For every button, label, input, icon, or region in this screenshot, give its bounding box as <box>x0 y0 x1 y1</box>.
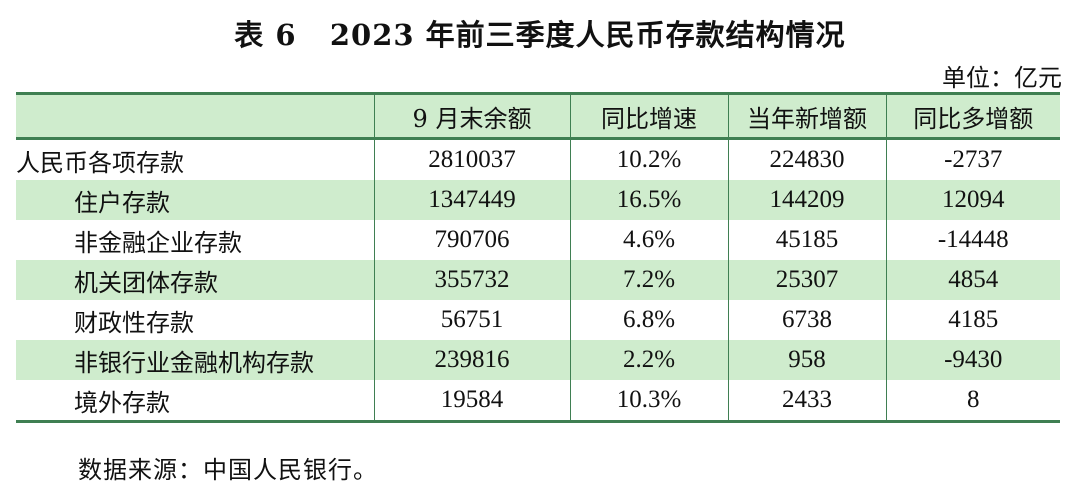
table-row: 财政性存款 56751 6.8% 6738 4185 <box>16 300 1060 340</box>
unit-label: 单位：亿元 <box>942 64 1062 92</box>
table-title: 表 6 2023 年前三季度人民币存款结构情况 <box>0 12 1080 54</box>
header-balance: 9 月末余额 <box>373 93 571 139</box>
cell-yoy-increase: 4185 <box>885 300 1060 340</box>
table-number: 表 6 <box>234 18 297 52</box>
header-new-amount: 当年新增额 <box>727 93 887 139</box>
table-row: 住户存款 1347449 16.5% 144209 12094 <box>16 180 1060 220</box>
cell-yoy-increase: -2737 <box>885 138 1060 180</box>
cell-yoy-growth: 2.2% <box>569 340 729 380</box>
cell-balance: 19584 <box>373 380 571 422</box>
table-header-row: 9 月末余额 同比增速 当年新增额 同比多增额 <box>16 93 1060 139</box>
cell-yoy-growth: 10.3% <box>569 380 729 422</box>
table-row: 境外存款 19584 10.3% 2433 8 <box>16 380 1060 422</box>
cell-yoy-growth: 7.2% <box>569 260 729 300</box>
cell-new-amount: 2433 <box>727 380 887 422</box>
row-label: 人民币各项存款 <box>16 138 375 180</box>
cell-yoy-growth: 6.8% <box>569 300 729 340</box>
header-yoy-increase: 同比多增额 <box>885 93 1060 139</box>
cell-balance: 56751 <box>373 300 571 340</box>
table-row: 非金融企业存款 790706 4.6% 45185 -14448 <box>16 220 1060 260</box>
cell-yoy-increase: 12094 <box>885 180 1060 220</box>
cell-balance: 1347449 <box>373 180 571 220</box>
row-label: 非金融企业存款 <box>16 220 375 260</box>
cell-yoy-increase: 8 <box>885 380 1060 422</box>
cell-yoy-increase: 4854 <box>885 260 1060 300</box>
cell-balance: 355732 <box>373 260 571 300</box>
cell-balance: 2810037 <box>373 138 571 180</box>
cell-balance: 239816 <box>373 340 571 380</box>
deposit-structure-table: 9 月末余额 同比增速 当年新增额 同比多增额 人民币各项存款 2810037 … <box>16 92 1060 423</box>
table-row: 非银行业金融机构存款 239816 2.2% 958 -9430 <box>16 340 1060 380</box>
cell-new-amount: 25307 <box>727 260 887 300</box>
row-label: 住户存款 <box>16 180 375 220</box>
cell-new-amount: 224830 <box>727 138 887 180</box>
cell-yoy-growth: 16.5% <box>569 180 729 220</box>
cell-new-amount: 6738 <box>727 300 887 340</box>
cell-yoy-growth: 4.6% <box>569 220 729 260</box>
cell-balance: 790706 <box>373 220 571 260</box>
table-title-text: 2023 年前三季度人民币存款结构情况 <box>329 18 846 52</box>
table-row: 人民币各项存款 2810037 10.2% 224830 -2737 <box>16 138 1060 180</box>
cell-yoy-increase: -9430 <box>885 340 1060 380</box>
cell-new-amount: 958 <box>727 340 887 380</box>
data-source-note: 数据来源：中国人民银行。 <box>78 456 378 484</box>
row-label: 机关团体存款 <box>16 260 375 300</box>
row-label: 财政性存款 <box>16 300 375 340</box>
cell-new-amount: 144209 <box>727 180 887 220</box>
cell-new-amount: 45185 <box>727 220 887 260</box>
header-label <box>16 93 375 139</box>
header-yoy-growth: 同比增速 <box>569 93 729 139</box>
row-label: 境外存款 <box>16 380 375 422</box>
row-label: 非银行业金融机构存款 <box>16 340 375 380</box>
cell-yoy-growth: 10.2% <box>569 138 729 180</box>
table-row: 机关团体存款 355732 7.2% 25307 4854 <box>16 260 1060 300</box>
cell-yoy-increase: -14448 <box>885 220 1060 260</box>
